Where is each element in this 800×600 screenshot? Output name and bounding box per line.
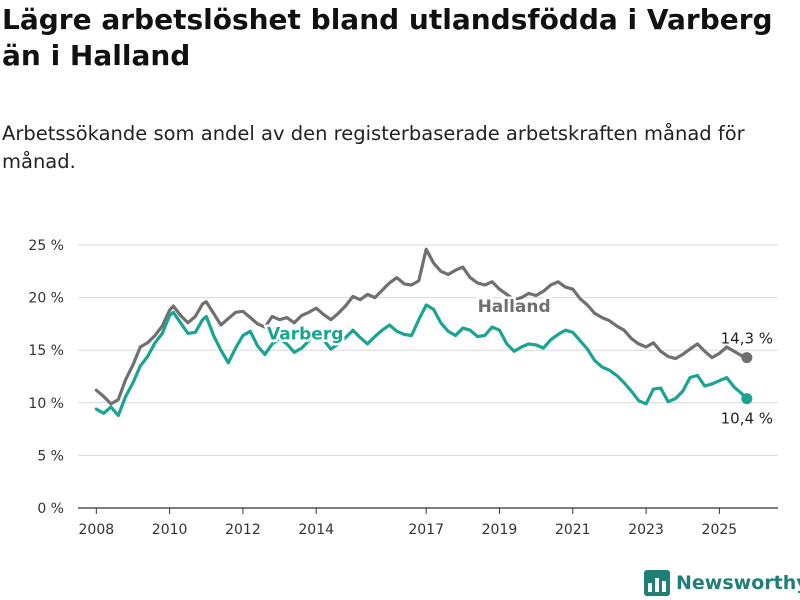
x-tick-label: 2017 [408,522,444,538]
halland-series-label: Halland [478,297,551,317]
x-tick-label: 2025 [702,522,738,538]
varberg-end-label: 10,4 % [721,410,773,428]
chart-title: Lägre arbetslöshet bland utlandsfödda i … [2,3,773,72]
y-tick-label: 5 % [37,448,64,464]
axes: 0 % 5 % 10 % 15 % 20 % 25 % 2008 2010 2012 2014 20… [28,238,737,538]
y-tick-label: 25 % [28,238,64,254]
logo-text: Newsworthy [676,572,800,594]
x-tick-label: 2019 [482,522,518,538]
x-tick-label: 2012 [225,522,261,538]
series-labels: 14,3 % 10,4 % Halland Varberg [265,295,774,428]
bar-chart-logo-icon [644,570,670,596]
x-tick-label: 2010 [152,522,188,538]
x-tick-label: 2021 [555,522,591,538]
x-tick-label: 2023 [628,522,664,538]
x-tick-label: 2008 [79,522,115,538]
varberg-end-point [741,393,753,405]
series-lines [94,247,753,417]
halland-line [94,247,749,406]
y-tick-label: 15 % [28,343,64,359]
varberg-line [94,303,749,417]
halland-end-label: 14,3 % [721,330,773,348]
halland-end-point [741,352,753,364]
varberg-series-label: Varberg [267,324,343,344]
newsworthy-logo: Newsworthy [644,568,800,598]
y-tick-label: 10 % [28,396,64,412]
y-tick-label: 20 % [28,291,64,307]
gridlines [78,244,778,509]
chart-subtitle: Arbetssökande som andel av den registerb… [2,122,745,173]
y-tick-label: 0 % [37,501,64,517]
x-tick-label: 2014 [298,522,334,538]
